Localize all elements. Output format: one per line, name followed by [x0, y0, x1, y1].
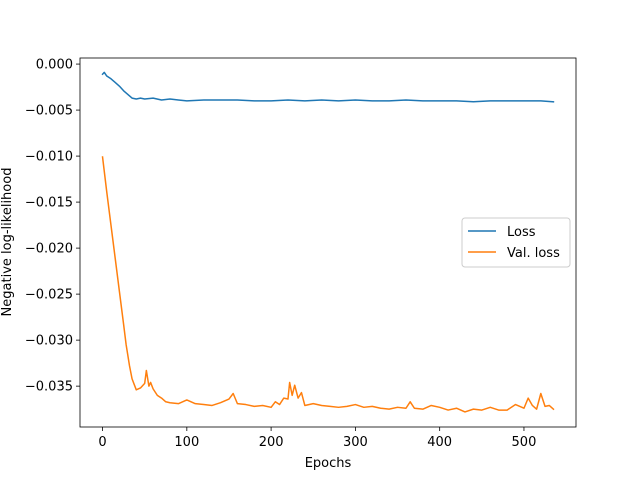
- y-axis-label: Negative log-likelihood: [0, 168, 15, 317]
- x-tick-label: 200: [259, 435, 284, 450]
- y-tick-label: −0.020: [25, 242, 73, 257]
- x-axis: 0 100 200 300 400 500: [98, 427, 536, 450]
- y-tick-label: 0.000: [36, 58, 73, 73]
- y-tick-label: −0.005: [25, 104, 73, 119]
- y-tick-label: −0.010: [25, 150, 73, 165]
- axes-frame: [79, 57, 577, 428]
- legend-label-0: Loss: [507, 225, 536, 240]
- y-tick-label: −0.015: [25, 196, 73, 211]
- y-tick-label: −0.035: [25, 380, 73, 395]
- x-tick-label: 0: [98, 435, 106, 450]
- axes-border: [79, 57, 577, 428]
- legend: Loss Val. loss: [461, 217, 571, 268]
- series-lines: [101, 71, 555, 413]
- series-line-1: [101, 156, 555, 413]
- legend-label-1: Val. loss: [507, 246, 560, 261]
- x-tick-label: 100: [174, 435, 199, 450]
- series-line-0: [101, 71, 555, 103]
- x-tick-label: 500: [512, 435, 537, 450]
- y-axis: 0.000 −0.005 −0.010 −0.015 −0.020 −0.025 −0.03…: [25, 58, 80, 395]
- y-tick-label: −0.030: [25, 334, 73, 349]
- y-tick-label: −0.025: [25, 288, 73, 303]
- x-tick-label: 400: [427, 435, 452, 450]
- x-axis-label: Epochs: [305, 456, 352, 471]
- x-tick-label: 300: [343, 435, 368, 450]
